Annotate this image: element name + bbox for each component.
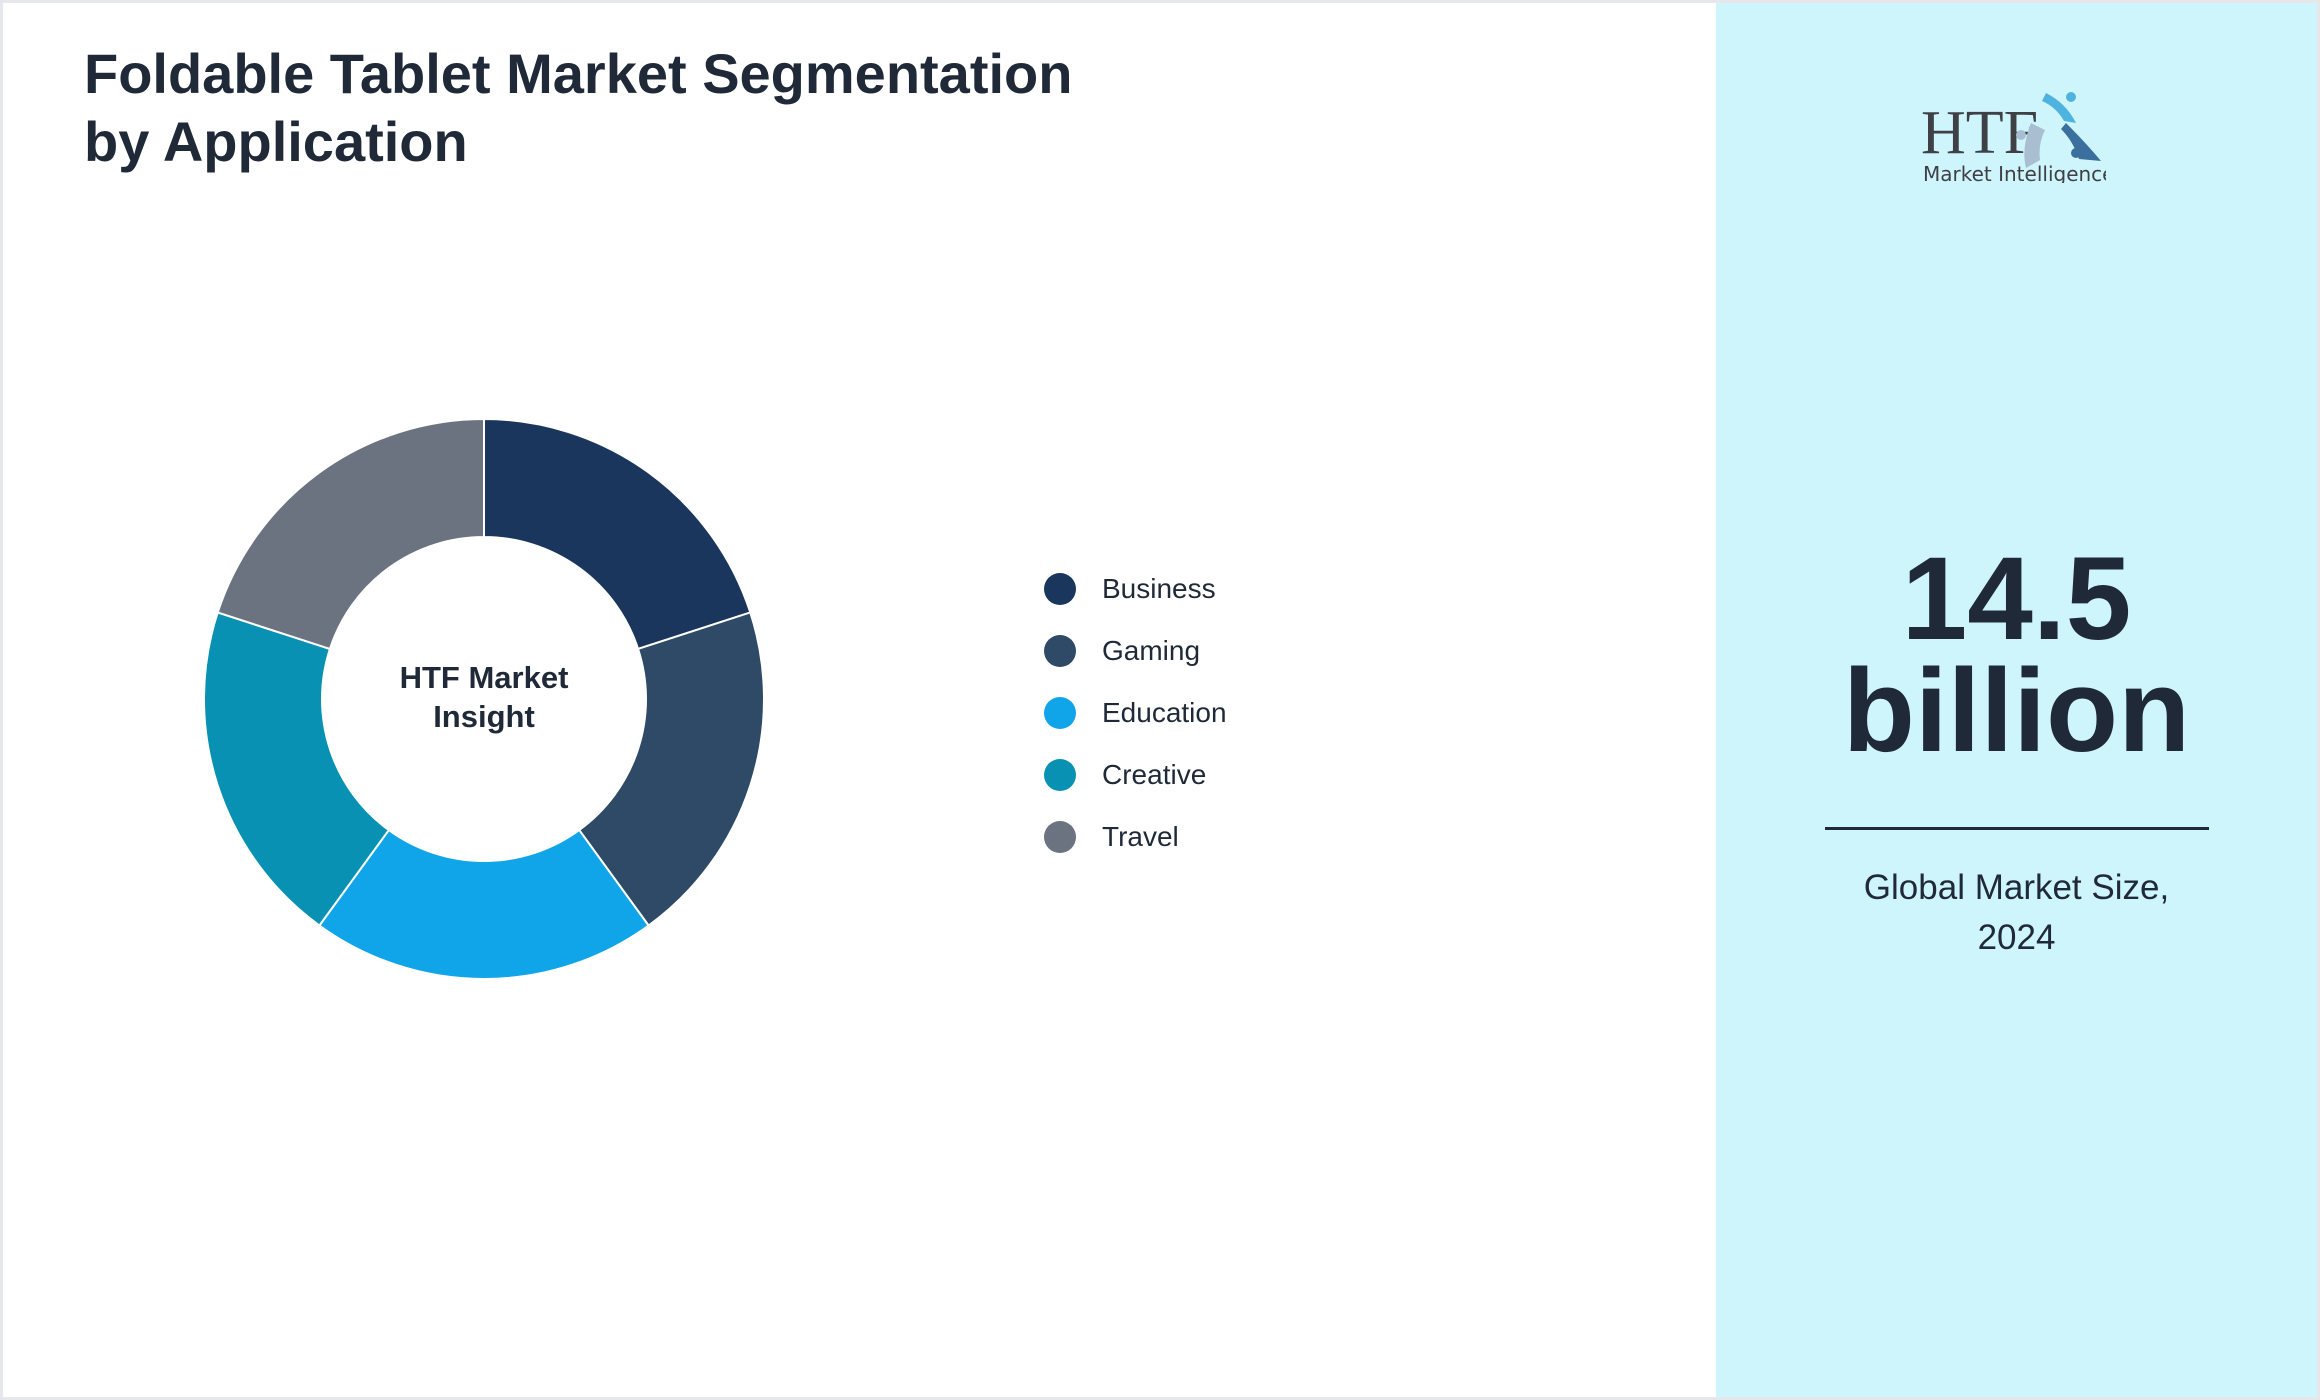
- legend: Business Gaming Education Creative Travel: [1044, 558, 1227, 868]
- slice-creative: [203, 611, 391, 927]
- center-label-line1: HTF Market: [400, 660, 569, 695]
- legend-label: Creative: [1102, 759, 1207, 790]
- page-title: Foldable Tablet Market Segmentation by A…: [84, 42, 1073, 173]
- legend-swatch: [1044, 573, 1076, 605]
- slice-business: [483, 417, 752, 651]
- slice-gaming: [577, 611, 765, 927]
- center-label-line2: Insight: [433, 699, 535, 734]
- value-unit: billion: [1842, 645, 2191, 777]
- caption-line1: Global Market Size,: [1863, 868, 2170, 907]
- legend-label: Travel: [1102, 821, 1179, 852]
- legend-swatch: [1044, 821, 1076, 853]
- caption-line2: 2024: [1977, 918, 2056, 957]
- legend-swatch: [1044, 635, 1076, 667]
- legend-swatch: [1044, 759, 1076, 791]
- value-number: 14.5: [1901, 533, 2132, 665]
- slice-travel: [216, 417, 485, 651]
- legend-item-creative: Creative: [1044, 744, 1227, 806]
- donut-chart: HTF Market Insight: [203, 417, 765, 981]
- logo-subtext: Market Intelligence: [1923, 162, 2106, 183]
- legend-item-education: Education: [1044, 682, 1227, 744]
- slice-education: [318, 828, 650, 981]
- summary-panel: HTF Market Intelligence 14.5 billion Glo…: [1716, 3, 2317, 1397]
- market-size-caption: Global Market Size, 2024: [1716, 863, 2317, 963]
- legend-label: Gaming: [1102, 635, 1201, 666]
- legend-item-business: Business: [1044, 558, 1227, 620]
- legend-item-gaming: Gaming: [1044, 620, 1227, 682]
- htf-logo: HTF Market Intelligence: [1921, 92, 2106, 183]
- legend-label: Education: [1102, 697, 1227, 728]
- legend-label: Business: [1102, 573, 1216, 604]
- market-size-value: 14.5 billion: [1716, 533, 2317, 777]
- legend-swatch: [1044, 697, 1076, 729]
- legend-item-travel: Travel: [1044, 806, 1227, 868]
- divider: [1825, 827, 2209, 830]
